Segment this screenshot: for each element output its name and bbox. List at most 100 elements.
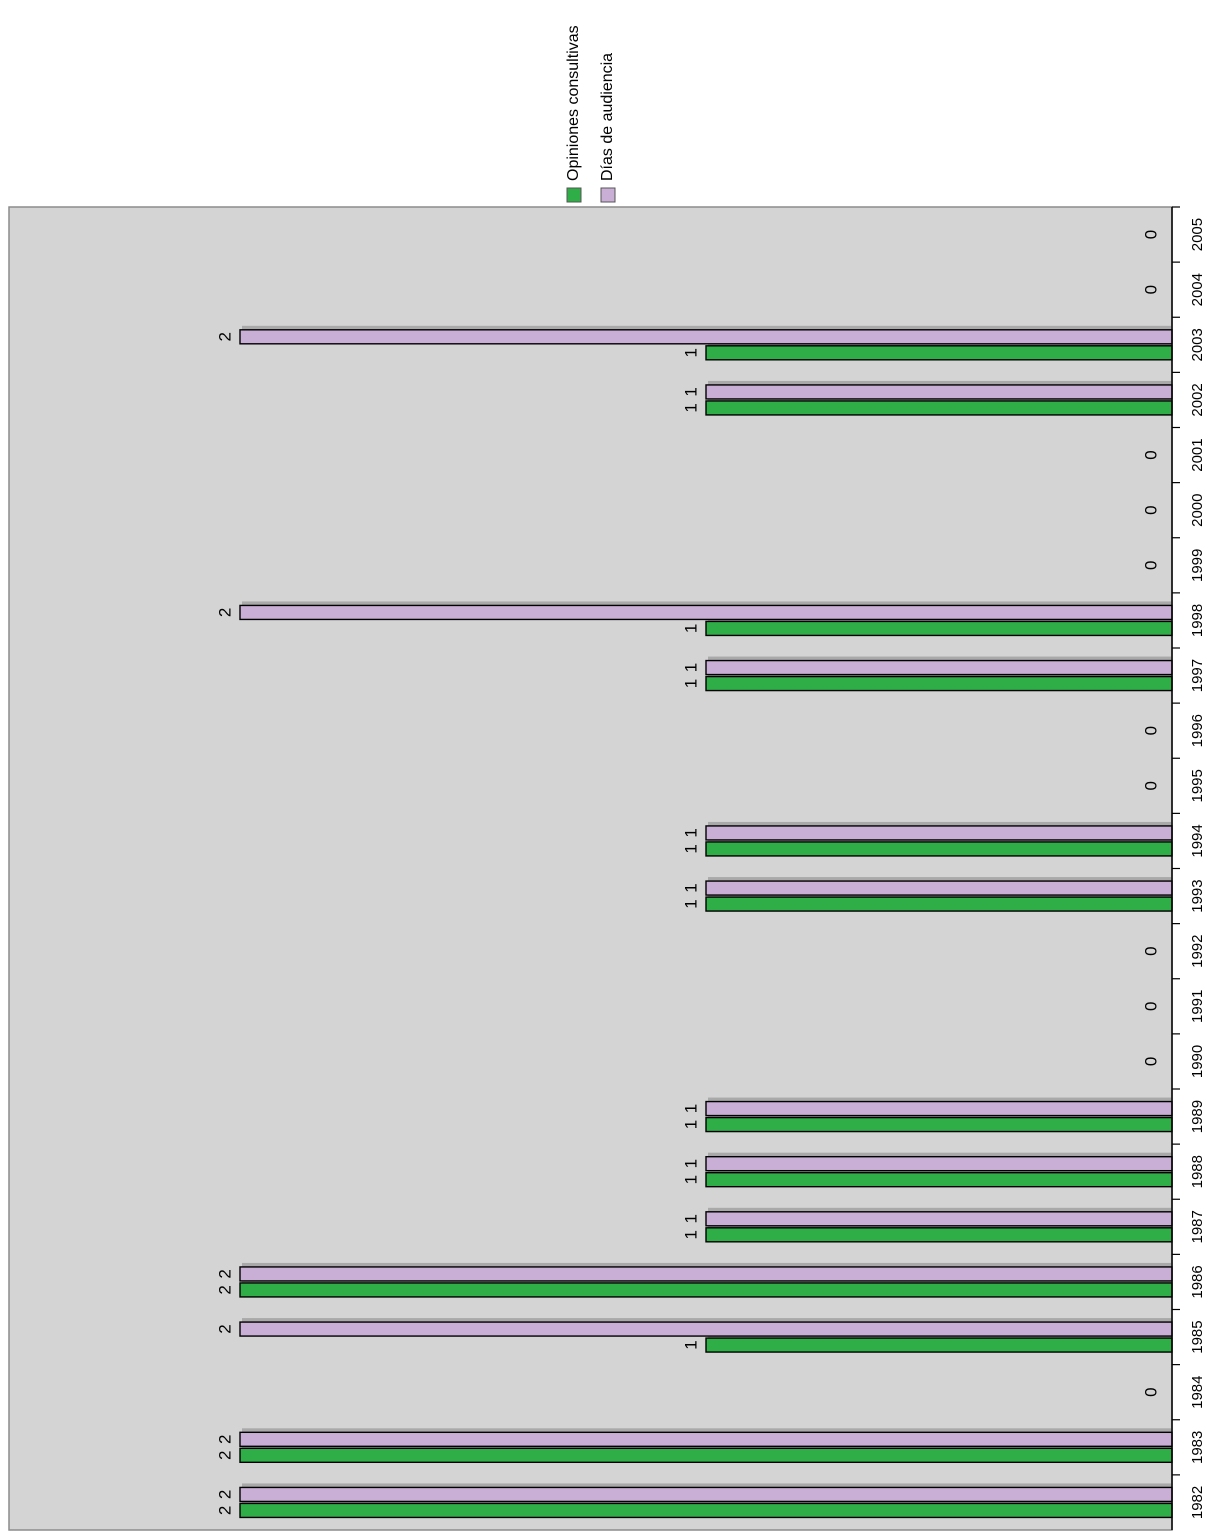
category-label: 1982 xyxy=(1189,1486,1206,1519)
bar xyxy=(239,1502,1173,1519)
bar-depth xyxy=(242,1262,1172,1267)
category-label: 1985 xyxy=(1189,1320,1206,1353)
category-label: 1990 xyxy=(1189,1045,1206,1078)
bar xyxy=(239,1431,1173,1448)
value-label: 2 xyxy=(215,1435,234,1444)
value-label: 1 xyxy=(681,1340,700,1349)
bar xyxy=(705,675,1173,692)
bar xyxy=(705,825,1173,841)
bar-depth xyxy=(708,877,1172,882)
category-label: 2002 xyxy=(1189,383,1206,416)
bar xyxy=(705,1100,1173,1117)
value-label: 0 xyxy=(1141,781,1160,790)
value-label: 2 xyxy=(215,1506,234,1515)
bar-depth xyxy=(708,656,1172,661)
bar-depth xyxy=(242,325,1172,330)
value-label: 0 xyxy=(1141,505,1160,514)
value-label: 1 xyxy=(681,1214,700,1223)
value-label: 1 xyxy=(681,1120,700,1129)
value-label-group: 2 2 2 2 0 1 2 2 2 1 1 1 1 1 1 0 0 0 1 1 1 1 0 0 1 1 1 2 0 0 0 1 1 1 2 0 0 xyxy=(215,230,1160,1515)
category-label: 1983 xyxy=(1189,1431,1206,1464)
category-label: 1986 xyxy=(1189,1265,1206,1298)
bar xyxy=(705,1171,1173,1188)
value-label: 2 xyxy=(215,1285,234,1294)
bar xyxy=(239,1486,1173,1503)
value-label: 1 xyxy=(681,663,700,672)
bar xyxy=(705,1211,1173,1227)
bar-depth xyxy=(242,601,1172,606)
value-label: 1 xyxy=(681,1159,700,1168)
bar xyxy=(705,659,1173,676)
value-label: 2 xyxy=(215,1269,234,1278)
value-label: 0 xyxy=(1141,230,1160,239)
bar-depth xyxy=(708,1207,1172,1212)
bar xyxy=(705,1155,1173,1172)
category-label: 1992 xyxy=(1189,935,1206,968)
bar xyxy=(705,345,1173,361)
bar xyxy=(239,1321,1173,1337)
bar-depth xyxy=(242,1428,1172,1433)
category-label: 1988 xyxy=(1189,1155,1206,1188)
bar xyxy=(705,620,1173,637)
bar xyxy=(239,604,1173,621)
legend-label: Opiniones consultivas xyxy=(565,25,582,181)
bar-depth xyxy=(708,821,1172,826)
value-label: 1 xyxy=(681,1104,700,1113)
category-label: 2000 xyxy=(1189,494,1206,527)
bar xyxy=(705,400,1173,416)
category-label: 1994 xyxy=(1189,824,1206,857)
category-label: 1998 xyxy=(1189,604,1206,637)
value-label: 1 xyxy=(681,387,700,396)
bar xyxy=(239,329,1173,345)
bar xyxy=(239,1447,1173,1464)
value-label: 1 xyxy=(681,1175,700,1184)
value-label: 0 xyxy=(1141,946,1160,955)
category-label: 2004 xyxy=(1189,273,1206,306)
value-label: 1 xyxy=(681,624,700,633)
plot-area xyxy=(8,206,1173,1531)
legend-swatch xyxy=(600,187,616,203)
bar xyxy=(705,1227,1173,1243)
category-label: 1989 xyxy=(1189,1100,1206,1133)
legend: Opiniones consultivas Días de audiencia xyxy=(565,25,616,203)
bar xyxy=(705,896,1173,912)
bar xyxy=(705,1337,1173,1353)
value-label: 2 xyxy=(215,1324,234,1333)
value-label: 0 xyxy=(1141,1002,1160,1011)
bar xyxy=(705,841,1173,857)
category-label: 1984 xyxy=(1189,1376,1206,1409)
category-label: 1997 xyxy=(1189,659,1206,692)
bar-depth xyxy=(242,1483,1172,1488)
category-label: 1999 xyxy=(1189,549,1206,582)
value-label: 2 xyxy=(215,332,234,341)
value-label: 0 xyxy=(1141,1387,1160,1396)
tick-group: 1982 1983 1984 1985 1986 1987 1988 1989 1990 1991… xyxy=(1172,206,1206,1519)
value-label: 1 xyxy=(681,403,700,412)
category-label: 2005 xyxy=(1189,218,1206,251)
category-label: 1987 xyxy=(1189,1210,1206,1243)
value-label: 0 xyxy=(1141,285,1160,294)
value-label: 1 xyxy=(681,679,700,688)
category-label: 2003 xyxy=(1189,328,1206,361)
value-label: 1 xyxy=(681,1230,700,1239)
value-label: 1 xyxy=(681,844,700,853)
value-label: 2 xyxy=(215,1490,234,1499)
bar-depth xyxy=(708,1097,1172,1102)
value-label: 0 xyxy=(1141,450,1160,459)
category-label: 1991 xyxy=(1189,990,1206,1023)
bar-depth xyxy=(708,1152,1172,1157)
bar-depth xyxy=(708,380,1172,385)
value-label: 1 xyxy=(681,828,700,837)
category-label: 1995 xyxy=(1189,769,1206,802)
category-label: 2001 xyxy=(1189,438,1206,471)
bar-depth xyxy=(242,1318,1172,1323)
bar xyxy=(705,384,1173,400)
bar-group xyxy=(239,325,1173,1519)
category-label: 1993 xyxy=(1189,879,1206,912)
bar xyxy=(239,1266,1173,1282)
value-label: 2 xyxy=(215,1451,234,1460)
legend-label: Días de audiencia xyxy=(599,53,616,181)
bar xyxy=(705,880,1173,896)
value-label: 0 xyxy=(1141,1057,1160,1066)
